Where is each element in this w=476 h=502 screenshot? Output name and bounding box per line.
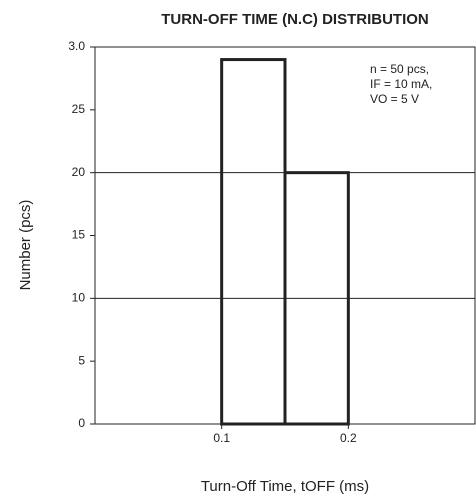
- annotation: n = 50 pcs,: [370, 62, 429, 76]
- y-tick-label: 5: [78, 353, 85, 367]
- y-tick-label: 15: [72, 228, 86, 242]
- x-tick-label: 0.1: [213, 431, 230, 445]
- bar: [283, 171, 350, 426]
- annotation: VO = 5 V: [370, 92, 419, 106]
- y-tick-label: 10: [72, 291, 86, 305]
- y-tick-label: 20: [72, 165, 86, 179]
- x-axis-label: Turn-Off Time, tOFF (ms): [201, 478, 369, 495]
- chart-title: TURN-OFF TIME (N.C) DISTRIBUTION: [161, 11, 428, 28]
- y-tick-label: 3.0: [68, 39, 85, 53]
- bar: [220, 58, 287, 426]
- y-axis-label: Number (pcs): [17, 200, 34, 291]
- annotation: IF = 10 mA,: [370, 77, 432, 91]
- x-tick-label: 0.2: [340, 431, 357, 445]
- y-tick-label: 25: [72, 102, 86, 116]
- y-tick-label: 0: [78, 416, 85, 430]
